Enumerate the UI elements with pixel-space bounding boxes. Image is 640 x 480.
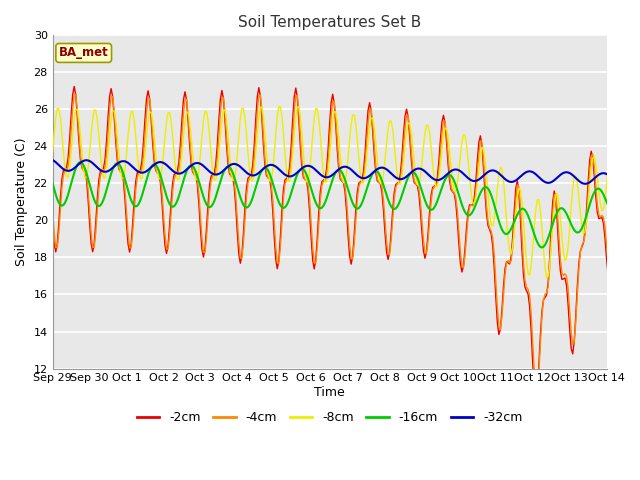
-8cm — [543, 275, 550, 280]
-32cm — [557, 172, 564, 178]
-4cm — [559, 273, 567, 278]
-4cm — [470, 201, 478, 206]
-32cm — [87, 159, 95, 165]
Line: -16cm: -16cm — [52, 162, 640, 248]
-2cm — [353, 189, 361, 195]
-32cm — [635, 171, 640, 177]
-8cm — [559, 250, 567, 255]
Title: Soil Temperatures Set B: Soil Temperatures Set B — [238, 15, 421, 30]
Line: -4cm: -4cm — [52, 95, 640, 390]
Line: -32cm: -32cm — [52, 160, 640, 185]
-4cm — [637, 193, 640, 199]
-16cm — [637, 185, 640, 191]
-16cm — [89, 192, 97, 198]
-32cm — [469, 178, 477, 184]
-16cm — [69, 175, 77, 181]
-16cm — [638, 189, 640, 195]
-8cm — [49, 149, 56, 155]
-32cm — [352, 171, 360, 177]
-4cm — [49, 207, 56, 213]
Text: BA_met: BA_met — [59, 47, 109, 60]
-8cm — [69, 131, 77, 137]
-4cm — [69, 106, 77, 112]
-16cm — [470, 205, 478, 211]
-4cm — [353, 197, 361, 203]
-2cm — [638, 213, 640, 218]
-16cm — [538, 245, 546, 251]
-2cm — [89, 249, 97, 254]
-32cm — [49, 157, 56, 163]
-16cm — [49, 180, 56, 186]
-2cm — [70, 84, 78, 89]
-4cm — [70, 92, 78, 97]
-4cm — [534, 387, 541, 393]
-2cm — [559, 276, 567, 282]
-2cm — [532, 397, 540, 403]
-32cm — [618, 182, 626, 188]
-4cm — [638, 204, 640, 209]
-8cm — [353, 137, 361, 143]
-2cm — [470, 196, 478, 202]
-2cm — [637, 198, 640, 204]
-32cm — [638, 171, 640, 177]
-2cm — [69, 92, 77, 97]
Y-axis label: Soil Temperature (C): Soil Temperature (C) — [15, 138, 28, 266]
-8cm — [638, 180, 640, 186]
X-axis label: Time: Time — [314, 386, 345, 399]
-8cm — [87, 132, 95, 138]
-8cm — [637, 188, 640, 194]
-16cm — [353, 206, 361, 212]
-2cm — [49, 220, 56, 226]
Line: -2cm: -2cm — [52, 86, 640, 400]
-16cm — [559, 206, 567, 212]
Line: -8cm: -8cm — [52, 107, 640, 277]
-32cm — [69, 167, 77, 172]
Legend: -2cm, -4cm, -8cm, -16cm, -32cm: -2cm, -4cm, -8cm, -16cm, -32cm — [132, 406, 527, 429]
-16cm — [77, 159, 84, 165]
-8cm — [470, 201, 478, 207]
-4cm — [89, 245, 97, 251]
-8cm — [276, 104, 284, 109]
